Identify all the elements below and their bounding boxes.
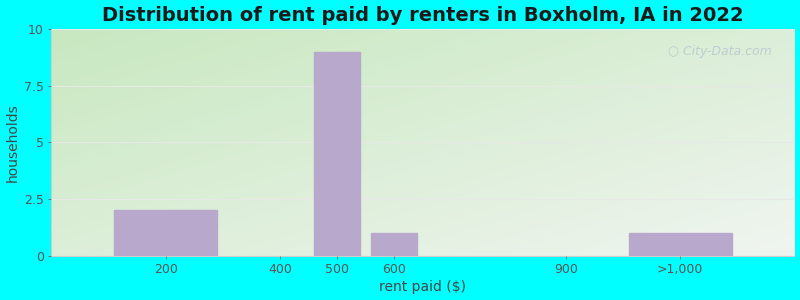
Bar: [629, 233, 731, 256]
Bar: [314, 52, 360, 256]
Y-axis label: households: households: [6, 103, 19, 182]
Title: Distribution of rent paid by renters in Boxholm, IA in 2022: Distribution of rent paid by renters in …: [102, 6, 744, 25]
Bar: [371, 233, 417, 256]
X-axis label: rent paid ($): rent paid ($): [379, 280, 466, 294]
Bar: [114, 210, 217, 256]
Text: ○ City-Data.com: ○ City-Data.com: [669, 45, 772, 58]
